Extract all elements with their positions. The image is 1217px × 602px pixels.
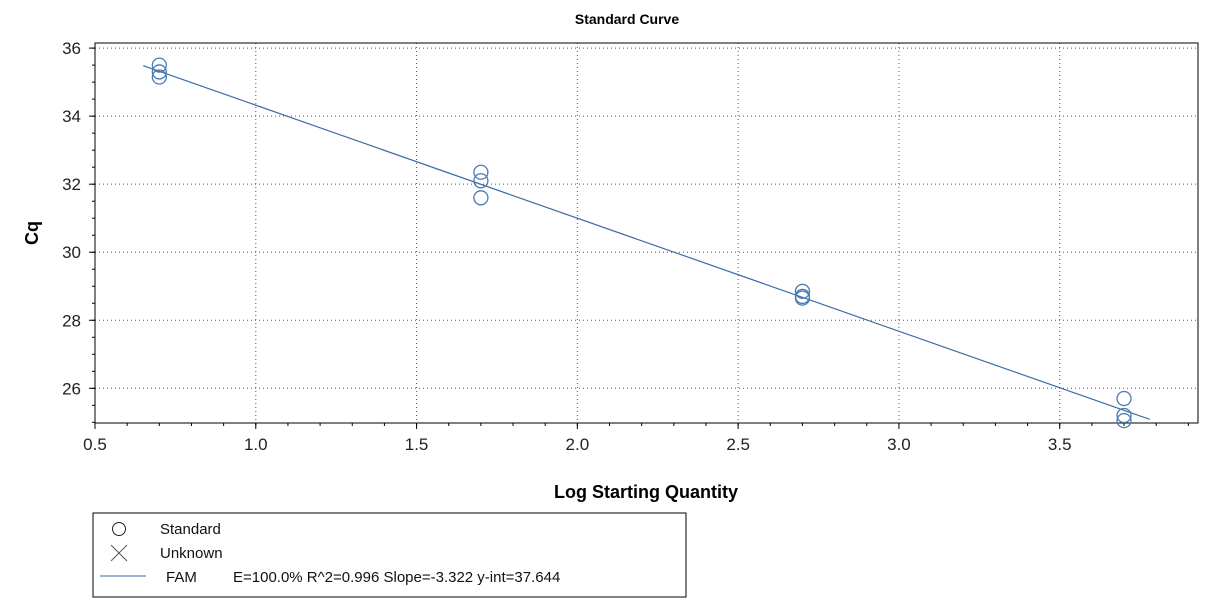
- grid-lines: [95, 43, 1198, 423]
- y-tick-label: 32: [62, 175, 81, 194]
- standard-point: [1116, 407, 1132, 424]
- y-tick-label: 26: [62, 379, 81, 398]
- x-tick-label: 3.0: [887, 435, 911, 454]
- fit-line-layer: [143, 65, 1150, 420]
- standard-point: [794, 290, 811, 306]
- plot-area-frame: [94, 42, 1199, 424]
- legend-standard-label: Standard: [160, 521, 221, 538]
- x-tick-label: 2.5: [726, 435, 750, 454]
- x-tick-label: 0.5: [83, 435, 107, 454]
- standard-point: [1116, 412, 1132, 429]
- y-tick-label: 34: [62, 107, 81, 126]
- standard-point: [473, 173, 489, 189]
- legend-unknown-marker: [110, 544, 128, 562]
- x-axis-title: Log Starting Quantity: [554, 482, 738, 502]
- y-axis-title: Cq: [22, 221, 42, 245]
- legend-standard-marker: [112, 522, 126, 536]
- standard-point: [151, 57, 167, 73]
- x-tick-label: 2.0: [566, 435, 590, 454]
- standard-point: [151, 69, 167, 85]
- x-tick-label: 1.5: [405, 435, 429, 454]
- standard-point: [473, 190, 489, 206]
- chart-title: Standard Curve: [575, 11, 679, 27]
- y-tick-label: 28: [62, 311, 81, 330]
- legend-unknown-label: Unknown: [160, 545, 223, 562]
- fam-fit-line: [143, 65, 1150, 420]
- legend-box: [92, 512, 687, 598]
- standard-point: [473, 164, 489, 180]
- x-tick-label: 1.0: [244, 435, 268, 454]
- standard-point: [151, 64, 167, 80]
- data-points-layer: [151, 57, 1132, 429]
- legend: Standard Unknown FAM E=100.0% R^2=0.996 …: [92, 512, 687, 598]
- y-tick-label: 30: [62, 243, 81, 262]
- y-tick-label: 36: [62, 39, 81, 58]
- legend-fam-stats: E=100.0% R^2=0.996 Slope=-3.322 y-int=37…: [233, 569, 560, 586]
- standard-point: [1116, 390, 1132, 407]
- x-tick-label: 3.5: [1048, 435, 1072, 454]
- legend-fam-label: FAM: [166, 569, 197, 586]
- standard-point: [794, 283, 811, 299]
- axis-ticks: 0.5 1.0 1.5 2.0 2.5 3.0 3.5 26 28 30 32 34 36: [62, 39, 1189, 454]
